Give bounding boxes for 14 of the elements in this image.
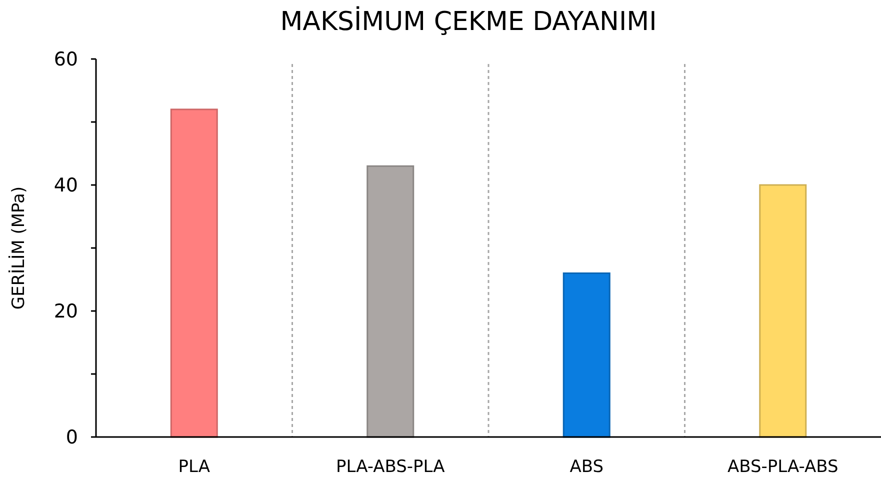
y-tick-label: 40	[54, 174, 78, 197]
y-axis-title: GERİLİM (MPa)	[8, 186, 29, 310]
x-tick-label: PLA	[178, 457, 210, 477]
chart-title: MAKSİMUM ÇEKME DAYANIMI	[280, 6, 657, 37]
y-tick-label: 60	[54, 48, 78, 71]
bar	[170, 108, 218, 438]
y-tick-label: 0	[66, 426, 78, 449]
bar	[366, 165, 414, 438]
bar	[759, 184, 807, 438]
x-tick-label: ABS	[570, 457, 604, 477]
x-tick-label: ABS-PLA-ABS	[727, 457, 838, 477]
bar	[562, 272, 610, 438]
y-tick-label: 20	[54, 300, 78, 323]
x-tick-label: PLA-ABS-PLA	[336, 457, 446, 477]
